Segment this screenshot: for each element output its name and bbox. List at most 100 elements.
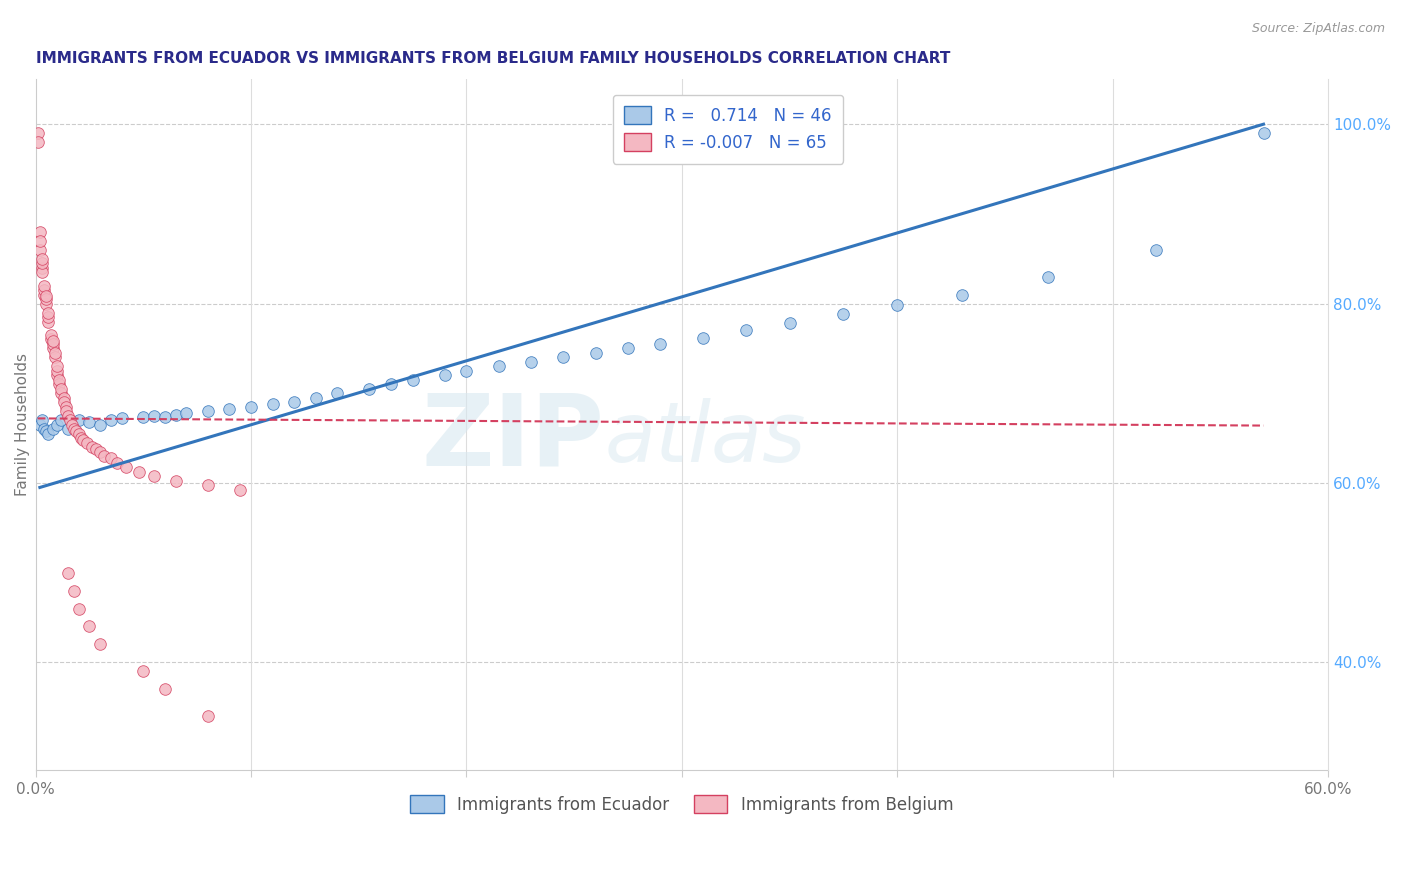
Point (735, 324, 758, 338)
Point (28, 417, 51, 432)
Point (433, 368, 456, 383)
Point (401, 373, 423, 387)
Point (28, 234, 51, 248)
Point (115, 459, 138, 474)
Point (31, 265, 53, 279)
Point (80, 440, 103, 454)
Point (107, 456, 129, 470)
Point (59, 413, 82, 427)
Point (32, 283, 55, 297)
Point (89, 637, 111, 651)
Point (832, 307, 855, 321)
Point (44, 351, 66, 365)
Point (37, 426, 59, 441)
Point (240, 400, 263, 414)
Point (37, 305, 59, 319)
Point (42, 422, 65, 436)
Point (153, 410, 176, 425)
Point (69, 431, 91, 445)
Text: IMMIGRANTS FROM ECUADOR VS IMMIGRANTS FROM BELGIUM FAMILY HOUSEHOLDS CORRELATION: IMMIGRANTS FROM ECUADOR VS IMMIGRANTS FR… (35, 51, 950, 66)
Point (692, 331, 714, 345)
Point (56, 566, 79, 580)
Point (55, 400, 77, 414)
Point (176, 406, 198, 420)
Point (56, 422, 79, 436)
Point (197, 477, 219, 491)
Point (42, 342, 65, 356)
Point (132, 409, 155, 424)
Point (32, 422, 55, 436)
Point (27, 126, 49, 140)
Point (128, 465, 150, 479)
Point (100, 413, 122, 427)
Point (67, 601, 90, 615)
Point (37, 314, 59, 328)
Point (89, 444, 111, 458)
Point (89, 417, 111, 432)
Point (380, 377, 402, 392)
Point (44, 346, 66, 360)
Point (67, 426, 90, 441)
Point (93, 449, 115, 463)
Point (488, 359, 510, 374)
Point (28, 225, 51, 239)
Point (31, 413, 53, 427)
Point (886, 298, 908, 312)
Point (132, 665, 155, 679)
Point (111, 411, 134, 425)
Point (46, 368, 69, 383)
Point (1144, 243, 1167, 257)
Point (218, 402, 240, 417)
Point (779, 316, 801, 330)
Point (67, 413, 90, 427)
Point (42, 334, 65, 349)
Point (31, 256, 53, 270)
Point (31, 260, 53, 275)
Text: atlas: atlas (605, 398, 806, 479)
Point (1253, 126, 1275, 140)
Point (326, 386, 349, 401)
Point (52, 391, 75, 405)
Point (950, 287, 973, 301)
Point (63, 583, 86, 598)
Point (32, 287, 55, 301)
Point (51, 386, 73, 401)
Point (650, 337, 672, 351)
Point (46, 364, 69, 378)
Point (51, 413, 73, 427)
Point (520, 355, 543, 369)
Point (31, 252, 53, 266)
Point (56, 409, 79, 423)
Point (79, 619, 101, 633)
Point (35, 424, 58, 438)
Point (617, 342, 640, 356)
Point (359, 382, 381, 396)
Point (46, 359, 69, 374)
Point (229, 483, 252, 497)
Point (42, 337, 65, 351)
Y-axis label: Family Households: Family Households (15, 353, 30, 496)
Point (52, 395, 75, 409)
Point (32, 278, 55, 293)
Point (262, 397, 284, 411)
Point (39, 328, 62, 343)
Text: ZIP: ZIP (422, 390, 605, 487)
Point (153, 682, 176, 697)
Point (63, 422, 86, 436)
Point (304, 391, 326, 405)
Legend: Immigrants from Ecuador, Immigrants from Belgium: Immigrants from Ecuador, Immigrants from… (401, 785, 963, 824)
Point (46, 417, 69, 432)
Point (48, 377, 70, 392)
Point (84, 442, 107, 456)
Text: Source: ZipAtlas.com: Source: ZipAtlas.com (1251, 22, 1385, 36)
Point (553, 351, 575, 365)
Point (100, 450, 122, 465)
Point (197, 404, 219, 418)
Point (35, 289, 58, 303)
Point (79, 415, 101, 429)
Point (60, 417, 83, 432)
Point (51, 382, 73, 396)
Point (197, 709, 219, 723)
Point (28, 243, 51, 257)
Point (27, 135, 49, 149)
